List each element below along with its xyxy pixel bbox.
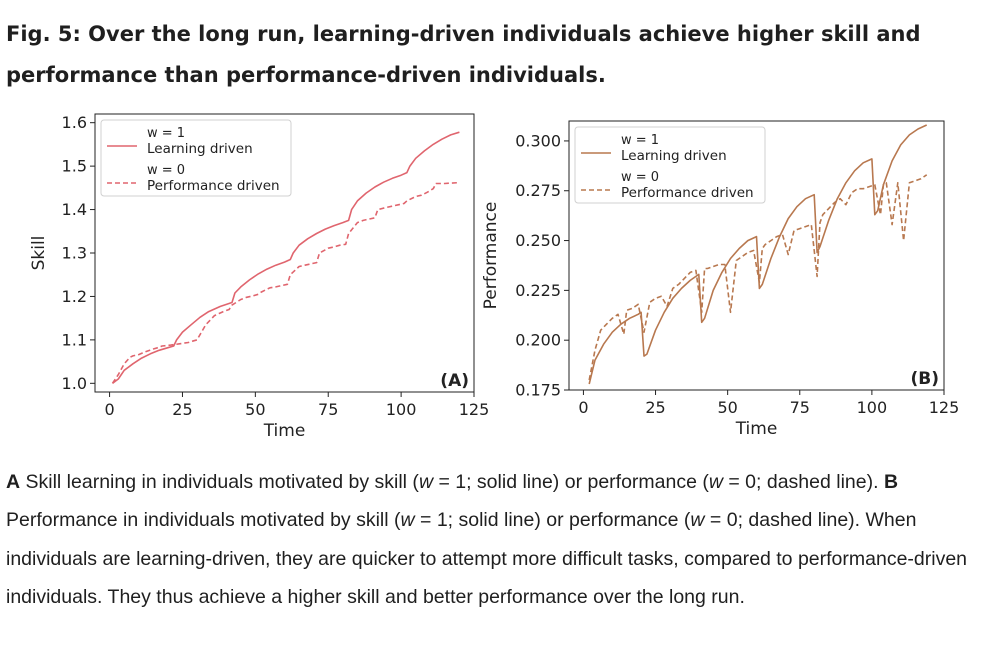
y-tick-label: 0.275	[515, 181, 561, 200]
caption-text-a1: Skill learning in individuals motivated …	[20, 471, 419, 493]
y-tick-label: 0.225	[515, 281, 561, 300]
caption-w-symbol: w	[400, 509, 415, 532]
y-tick-label: 0.300	[515, 131, 561, 150]
y-tick-label: 1.1	[62, 330, 87, 349]
legend-header: w = 1	[147, 126, 185, 141]
caption-text-b3: = 0; dashed line). When individuals are …	[6, 509, 968, 608]
x-axis-label: Time	[735, 419, 778, 439]
x-tick-label: 100	[386, 400, 417, 419]
y-axis-label: Skill	[29, 236, 49, 271]
series-line-performance-driven	[111, 181, 460, 384]
x-tick-label: 75	[318, 400, 338, 419]
x-axis-label: Time	[263, 421, 306, 441]
series-line-learning-driven	[112, 131, 460, 384]
caption-w-symbol: w	[690, 509, 705, 532]
y-tick-label: 0.200	[515, 331, 561, 350]
x-tick-label: 25	[645, 398, 665, 417]
plot-frame	[568, 120, 945, 391]
x-tick-label: 25	[172, 400, 192, 419]
caption-w-symbol: w	[708, 471, 723, 493]
legend-header: w = 0	[147, 163, 185, 178]
y-tick-label: 1.3	[62, 244, 87, 263]
x-tick-label: 50	[717, 398, 737, 417]
panel-label: (B)	[911, 369, 940, 389]
y-tick-label: 0.250	[515, 231, 561, 250]
legend-label: Performance driven	[621, 185, 754, 201]
chart-svg: 0 25 50 75 100 125 0.175 0.200 0.225 0.250 0.275 0.…	[481, 120, 960, 439]
series-line-learning-driven	[588, 124, 928, 385]
legend-label: Performance driven	[147, 178, 280, 194]
x-tick-label: 75	[790, 398, 810, 417]
legend-header: w = 1	[621, 133, 659, 148]
y-axis-label: Performance	[481, 202, 501, 310]
y-tick-label: 1.4	[62, 200, 87, 219]
chart-panel-b: 0 25 50 75 100 125 0.175 0.200 0.225 0.250 0.275 0.…	[478, 100, 970, 445]
y-tick-label: 1.6	[62, 113, 87, 132]
chart-svg: 0 25 50 75 100 125 1.0 1.1 1.2 1.3 1.4 1.5 1.6 Time Sk…	[29, 113, 490, 441]
y-tick-label: 1.2	[62, 287, 87, 306]
panel-label: (A)	[440, 371, 469, 391]
legend-box	[574, 126, 766, 204]
chart-panel-a: 0 25 50 75 100 125 1.0 1.1 1.2 1.3 1.4 1.5 1.6 Time Sk…	[20, 100, 495, 445]
legend-box	[100, 119, 292, 197]
x-tick-label: 100	[857, 398, 888, 417]
x-tick-label: 125	[459, 400, 490, 419]
caption-text-b2: = 1; solid line) or performance (	[414, 509, 691, 532]
x-tick-label: 0	[578, 398, 588, 417]
caption-text-a2: = 1; solid line) or performance (	[433, 471, 709, 493]
series-line-performance-driven	[588, 174, 928, 381]
legend-label: Learning driven	[621, 148, 727, 164]
caption-text-b1: Performance in individuals motivated by …	[6, 509, 401, 532]
legend-header: w = 0	[621, 170, 659, 185]
y-tick-label: 1.5	[62, 157, 87, 176]
x-tick-label: 0	[104, 400, 114, 419]
x-tick-label: 50	[245, 400, 265, 419]
y-tick-label: 0.175	[515, 381, 561, 400]
y-tick-label: 1.0	[62, 374, 87, 393]
caption-text-a3: = 0; dashed line).	[722, 471, 884, 493]
legend-label: Learning driven	[147, 141, 253, 157]
figure-title: Fig. 5: Over the long run, learning-driv…	[6, 22, 921, 87]
figure-caption: A Skill learning in individuals motivate…	[6, 463, 986, 616]
x-tick-label: 125	[929, 398, 960, 417]
caption-label-a: A	[6, 471, 21, 493]
caption-w-symbol: w	[418, 471, 434, 493]
caption-label-b: B	[883, 471, 899, 493]
